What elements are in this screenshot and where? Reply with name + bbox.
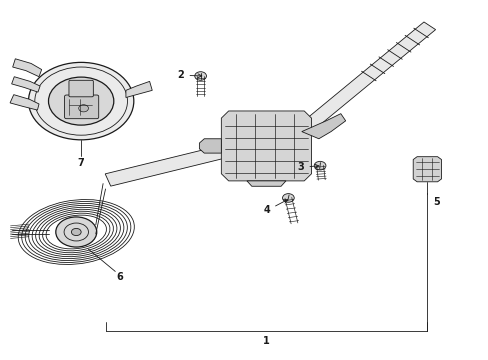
Text: 5: 5 [433,197,440,207]
Circle shape [314,161,325,170]
Circle shape [56,217,97,247]
Circle shape [48,77,114,125]
Polygon shape [13,59,41,77]
Text: 3: 3 [297,162,318,172]
Text: 1: 1 [263,336,269,346]
Polygon shape [125,81,152,98]
Circle shape [79,105,88,112]
Text: 6: 6 [117,272,123,282]
Polygon shape [12,77,40,92]
Polygon shape [221,111,311,181]
Text: 4: 4 [263,200,287,216]
Text: 2: 2 [177,70,202,80]
Polygon shape [105,134,271,186]
Circle shape [282,194,294,202]
Polygon shape [10,95,39,110]
Circle shape [71,228,81,235]
FancyBboxPatch shape [69,80,93,97]
Polygon shape [302,22,435,130]
Circle shape [28,62,134,140]
Polygon shape [301,114,345,139]
Polygon shape [199,139,221,153]
Polygon shape [246,181,285,186]
Circle shape [194,72,206,80]
Polygon shape [412,157,441,182]
Text: 7: 7 [78,158,84,168]
FancyBboxPatch shape [64,95,99,119]
